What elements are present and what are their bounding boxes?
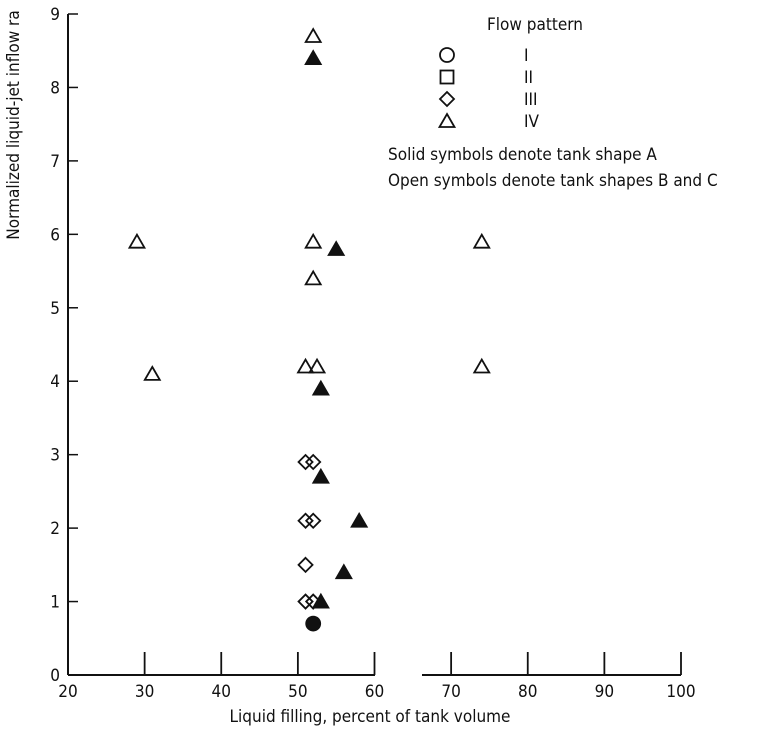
data-point-triangle-open <box>304 27 323 43</box>
legend-square-icon <box>439 69 455 85</box>
y-tick-label: 6 <box>50 225 60 245</box>
data-point-diamond-open <box>304 512 322 530</box>
legend-circle-icon <box>439 47 455 63</box>
x-tick-label: 80 <box>518 682 537 702</box>
data-point-triangle-solid <box>350 511 369 528</box>
x-ticks: 20 30 40 50 60 70 80 90 100 <box>58 652 696 702</box>
data-point-diamond-open <box>297 556 314 574</box>
data-point-triangle-solid <box>334 563 353 580</box>
x-tick-label: 20 <box>58 682 77 702</box>
y-tick-label: 9 <box>50 5 60 25</box>
y-tick-label: 4 <box>50 372 60 392</box>
legend-label: II <box>524 68 533 88</box>
y-tick-label: 8 <box>50 78 60 98</box>
data-point-diamond-open <box>304 453 322 471</box>
x-axis-label: Liquid filling, percent of tank volume <box>230 707 511 727</box>
data-point-triangle-open <box>304 269 323 286</box>
legend-diamond-icon <box>438 90 456 108</box>
x-tick-label: 70 <box>441 682 460 702</box>
legend-title: Flow pattern <box>487 15 583 35</box>
legend-label: IV <box>524 112 540 132</box>
y-tick-label: 5 <box>50 299 60 319</box>
x-tick-label: 30 <box>135 682 154 702</box>
data-point-triangle-open <box>127 232 147 249</box>
y-ticks: 0 1 2 3 4 5 6 7 8 9 <box>50 5 78 686</box>
data-point-triangle-solid <box>304 49 323 65</box>
legend-note-solid: Solid symbols denote tank shape A <box>388 145 657 165</box>
data-point-triangle-solid <box>327 240 346 256</box>
data-point-triangle-open <box>472 232 491 249</box>
y-tick-label: 0 <box>50 666 60 686</box>
x-tick-label: 40 <box>212 682 231 702</box>
y-axis-label: Normalized liquid-jet inflow ra <box>4 10 24 239</box>
x-tick-label: 50 <box>288 682 307 702</box>
data-point-triangle-solid <box>311 379 330 396</box>
data-point-diamond-open <box>297 512 314 530</box>
data-point-circle-solid <box>305 615 322 632</box>
y-tick-label: 2 <box>50 519 60 539</box>
data-point-triangle-open <box>307 357 327 374</box>
data-point-triangle-open <box>143 365 162 381</box>
data-point-triangle-open <box>296 357 315 374</box>
data-point-triangle-open <box>304 232 323 249</box>
data-points <box>127 27 491 632</box>
data-point-diamond-open <box>297 593 314 610</box>
legend-label: I <box>524 46 529 66</box>
y-tick-label: 3 <box>50 446 60 466</box>
data-point-diamond-open <box>297 453 314 471</box>
legend-label: III <box>524 90 538 110</box>
y-tick-label: 1 <box>50 593 60 613</box>
data-point-triangle-open <box>472 357 491 374</box>
legend-note-open: Open symbols denote tank shapes B and C <box>388 171 718 191</box>
y-tick-label: 7 <box>50 152 60 172</box>
x-tick-label: 90 <box>595 682 614 702</box>
axes <box>67 14 681 676</box>
data-point-triangle-solid <box>311 592 330 609</box>
x-tick-label: 60 <box>365 682 384 702</box>
data-point-triangle-solid <box>311 467 330 484</box>
x-tick-label: 100 <box>666 682 695 702</box>
legend-triangle-icon <box>437 112 457 128</box>
